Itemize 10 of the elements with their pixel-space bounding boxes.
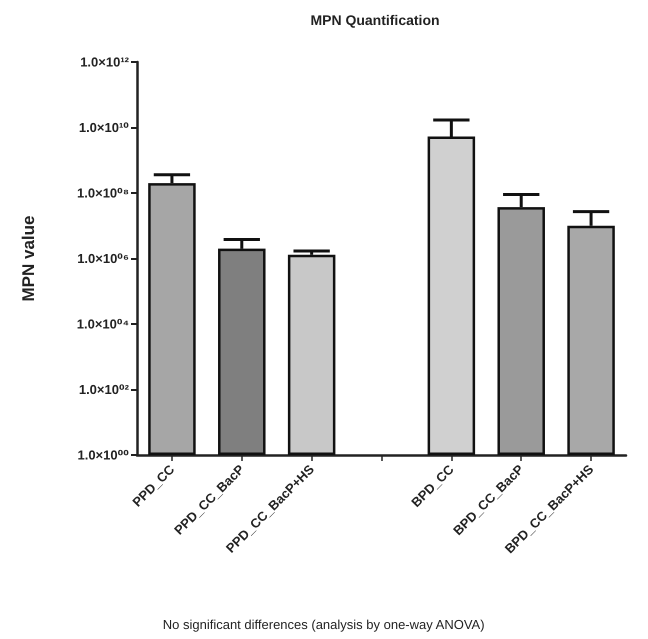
y-tick-label: 1.0×10⁰⁸ [77, 186, 129, 200]
y-tick-label: 1.0×10¹⁰ [78, 120, 130, 135]
chart-title: MPN Quantification [310, 12, 440, 28]
y-tick-label: 1.0×10⁰² [78, 382, 130, 397]
y-tick-label: 1.0×10⁰⁴ [76, 316, 129, 332]
y-tick-label: 1.0×10⁰⁰ [77, 448, 130, 462]
y-axis-title: MPN value [19, 216, 38, 302]
y-tick-label: 1.0×10⁰⁶ [77, 251, 130, 266]
text: No significant differences (analysis by one-way ANOVA) [162, 617, 485, 632]
y-tick-label: 1.0×10¹² [80, 54, 130, 70]
